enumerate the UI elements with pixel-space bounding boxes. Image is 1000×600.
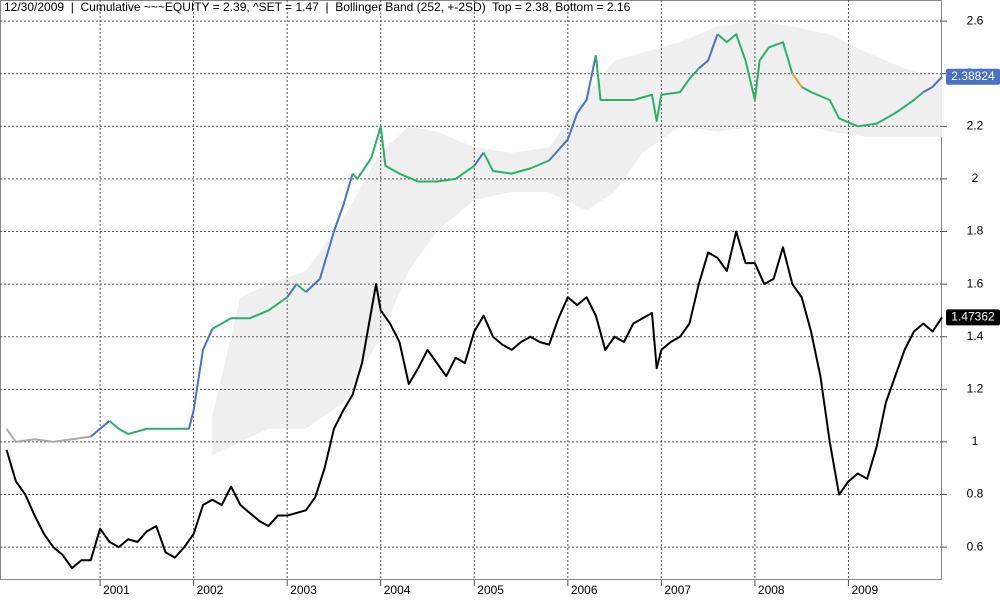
x-tick-label: 2003 <box>290 583 317 597</box>
last-value-box <box>946 68 1000 85</box>
series-line <box>716 33 794 102</box>
y-tick-label: 1.6 <box>967 276 984 290</box>
x-tick-label: 2004 <box>384 583 411 597</box>
series-line <box>351 125 475 183</box>
series-line <box>791 73 803 88</box>
series-line <box>5 230 943 570</box>
last-value-label: 1.47362 <box>951 310 995 324</box>
bollinger-band <box>212 21 943 456</box>
y-tick-label: 0.6 <box>967 539 984 553</box>
series-line <box>187 328 214 430</box>
chart-title: 12/30/2009 | Cumulative ~~~EQUITY = 2.39… <box>4 0 631 14</box>
x-tick-label: 2006 <box>571 583 598 597</box>
series-line <box>305 173 354 293</box>
series-line <box>286 283 298 298</box>
x-tick-label: 2001 <box>103 583 130 597</box>
y-tick-label: 0.8 <box>967 487 984 501</box>
y-tick-label: 1 <box>972 434 979 448</box>
x-tick-label: 2008 <box>758 583 785 597</box>
series-line <box>473 152 485 167</box>
series-line <box>801 85 924 128</box>
y-tick-label: 1.2 <box>967 381 984 395</box>
y-tick-label: 2.6 <box>967 13 984 27</box>
last-value-label: 2.38824 <box>951 69 995 83</box>
series-line <box>90 420 111 438</box>
series-line <box>295 283 307 293</box>
series-line <box>5 428 91 443</box>
x-tick-label: 2009 <box>851 583 878 597</box>
y-tick-label: 2 <box>972 171 979 185</box>
series-line <box>548 55 597 162</box>
last-value-box <box>946 309 1000 326</box>
series-line <box>698 33 719 70</box>
series-line <box>922 76 943 93</box>
series-line <box>482 152 550 175</box>
x-tick-label: 2005 <box>477 583 504 597</box>
y-tick-label: 1.8 <box>967 224 984 238</box>
series-line <box>108 420 189 436</box>
x-tick-label: 2002 <box>197 583 224 597</box>
series-line <box>594 55 700 123</box>
x-tick-label: 2007 <box>664 583 691 597</box>
series-line <box>211 296 288 330</box>
y-tick-label: 1.4 <box>967 329 984 343</box>
y-tick-label: 2.2 <box>967 118 984 132</box>
